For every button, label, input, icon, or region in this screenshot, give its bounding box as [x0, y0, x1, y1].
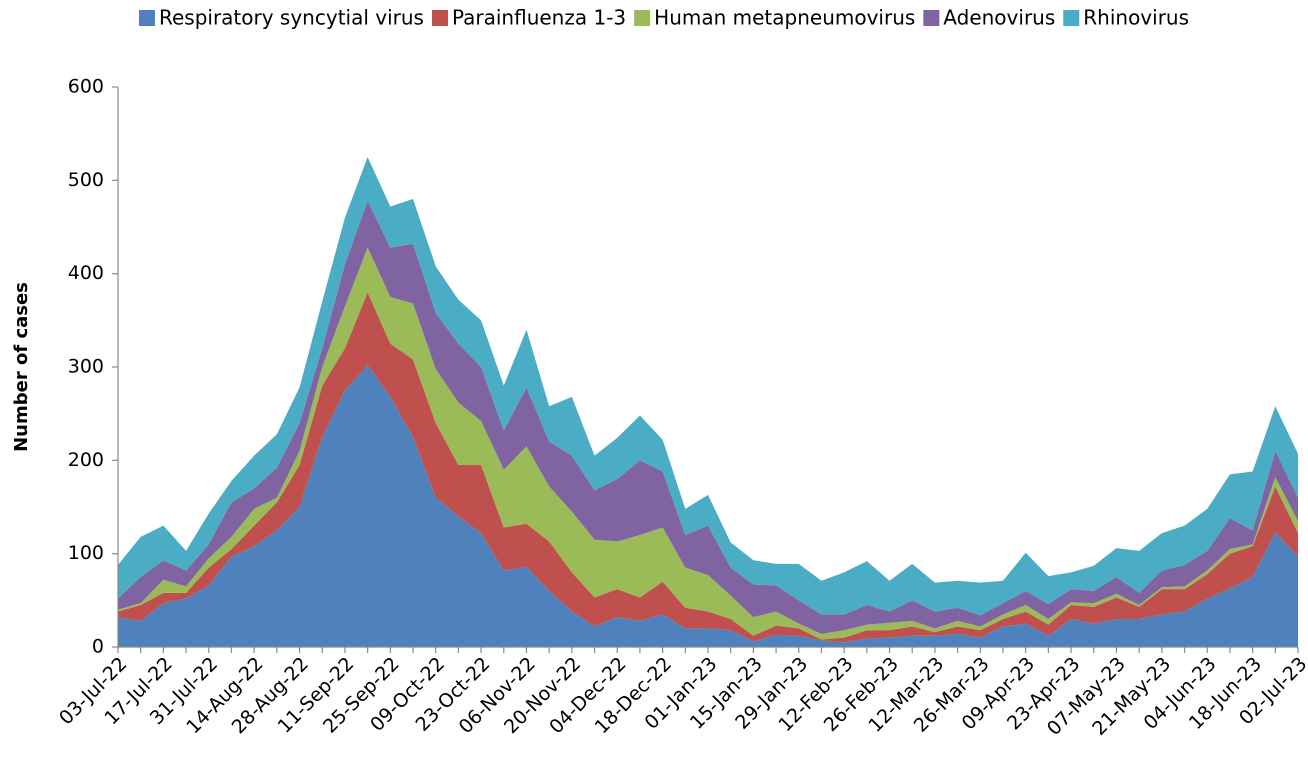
y-tick-label: 300 [68, 356, 104, 378]
legend: Respiratory syncytial virus Parainfluenza… [138, 6, 1189, 30]
y-tick-label: 200 [68, 449, 104, 471]
y-tick-label: 400 [68, 262, 104, 284]
legend-swatch [431, 10, 448, 26]
y-tick-label: 100 [68, 542, 104, 564]
legend-label: Respiratory syncytial virus [159, 6, 424, 30]
y-tick-label: 500 [68, 169, 104, 191]
y-tick-label: 600 [68, 76, 104, 98]
area [118, 365, 1298, 647]
legend-label: Human metapneumovirus [654, 6, 915, 30]
legend-label: Parainfluenza 1-3 [452, 6, 626, 30]
legend-swatch [634, 10, 651, 26]
area [118, 200, 1298, 634]
legend-label: Rhinovirus [1083, 6, 1189, 30]
y-axis-title: Number of cases [11, 282, 32, 452]
legend-swatch [923, 10, 940, 26]
legend-swatch [1063, 10, 1080, 26]
legend-label: Adenovirus [943, 6, 1055, 30]
area [118, 157, 1298, 616]
area [118, 247, 1298, 640]
legend-swatch [138, 10, 155, 26]
area [118, 292, 1298, 643]
y-tick-label: 0 [92, 636, 104, 658]
